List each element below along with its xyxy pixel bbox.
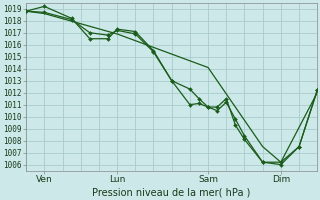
X-axis label: Pression niveau de la mer( hPa ): Pression niveau de la mer( hPa ) <box>92 187 251 197</box>
